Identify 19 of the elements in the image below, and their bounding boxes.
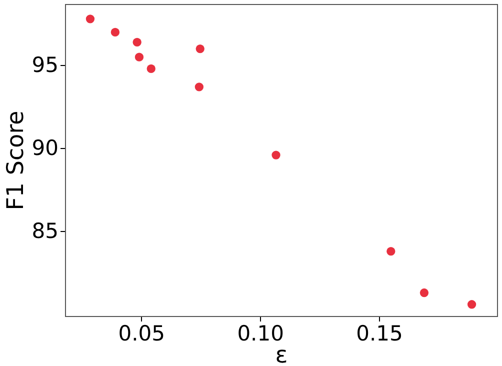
point (86, 14, 95, 24)
y-axis-title: F1 Score (2, 110, 29, 210)
y-tick-label: 95 (32, 52, 58, 77)
x-tick-label: 0.15 (356, 322, 403, 346)
x-axis-title: ε (275, 342, 288, 366)
x-tick-label: 0.05 (118, 322, 166, 346)
point (110, 28, 120, 37)
point (146, 64, 156, 74)
point (132, 38, 142, 46)
y-tick-label: 85 (32, 218, 58, 243)
y-tick-label: 90 (32, 136, 58, 160)
point (196, 44, 204, 54)
x-tick-label: 0.10 (237, 322, 284, 346)
point (272, 150, 280, 160)
point (134, 52, 144, 62)
point (420, 288, 429, 298)
point (386, 246, 396, 256)
point (467, 300, 476, 309)
point (194, 82, 204, 92)
